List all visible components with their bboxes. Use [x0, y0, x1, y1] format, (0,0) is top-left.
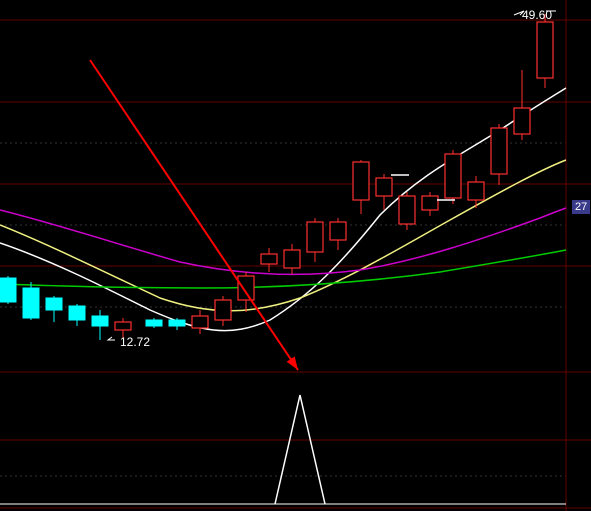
- chart-svg: [0, 0, 591, 511]
- chart-container: 49.60 12.72 27: [0, 0, 591, 511]
- low-price-label: 12.72: [120, 335, 150, 349]
- high-price-label: 49.60: [522, 8, 552, 22]
- axis-value-label: 27: [572, 200, 590, 214]
